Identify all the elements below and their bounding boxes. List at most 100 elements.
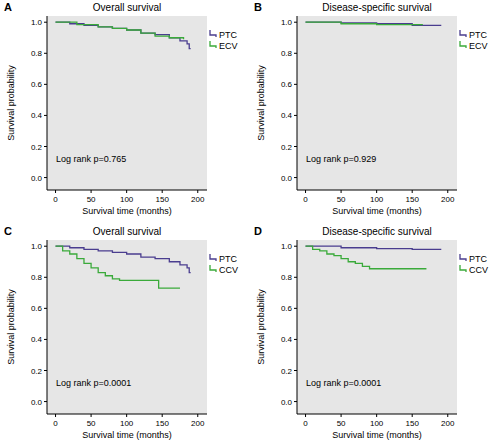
- plot-background: [297, 240, 457, 414]
- survival-curve: [56, 22, 191, 48]
- y-tick-label: 0.2: [281, 143, 293, 152]
- legend-swatch: [460, 30, 466, 37]
- legend-swatch: [460, 265, 466, 272]
- x-tick: [91, 414, 92, 417]
- y-tick-label: 0.2: [281, 367, 293, 376]
- y-tick-label: 1.0: [31, 18, 43, 27]
- x-tick-label: 100: [120, 195, 134, 204]
- y-tick-label: 0.0: [31, 174, 43, 183]
- survival-curve: [306, 246, 427, 269]
- x-tick-label: 50: [87, 419, 96, 428]
- survival-curve: [56, 22, 184, 39]
- panel-label: A: [4, 1, 12, 13]
- panel-label: D: [254, 225, 262, 237]
- y-tick-label: 0.4: [281, 335, 293, 344]
- x-tick-label: 0: [303, 419, 308, 428]
- panel: BDisease-specific survival0.00.20.40.60.…: [254, 1, 488, 216]
- y-tick: [294, 401, 297, 402]
- annotation: Log rank p=0.0001: [306, 378, 381, 388]
- legend-label: PTC: [469, 30, 488, 40]
- x-tick: [197, 190, 198, 193]
- x-tick: [447, 414, 448, 417]
- y-axis: [47, 16, 48, 190]
- x-tick-label: 150: [406, 195, 420, 204]
- survival-curve: [56, 246, 180, 288]
- legend-swatch: [210, 265, 216, 272]
- legend-label: ECV: [469, 41, 488, 51]
- y-tick: [294, 246, 297, 247]
- y-tick-label: 0.8: [281, 273, 293, 282]
- y-tick-label: 0.4: [31, 335, 43, 344]
- y-tick: [44, 177, 47, 178]
- x-tick: [55, 414, 56, 417]
- y-tick: [44, 22, 47, 23]
- x-tick-label: 50: [87, 195, 96, 204]
- y-tick-label: 1.0: [281, 242, 293, 251]
- x-tick: [162, 414, 163, 417]
- x-axis-label: Survival time (months): [82, 206, 172, 216]
- x-tick: [447, 190, 448, 193]
- y-tick: [44, 146, 47, 147]
- y-tick-label: 0.0: [281, 174, 293, 183]
- title: Disease-specific survival: [322, 2, 431, 13]
- panel: DDisease-specific survival0.00.20.40.60.…: [254, 225, 488, 440]
- x-tick: [162, 190, 163, 193]
- x-tick-label: 200: [191, 419, 205, 428]
- x-tick-label: 200: [191, 195, 205, 204]
- y-tick: [44, 308, 47, 309]
- plot-background: [47, 240, 207, 414]
- y-tick: [44, 370, 47, 371]
- y-tick: [44, 53, 47, 54]
- y-tick: [294, 53, 297, 54]
- x-tick: [341, 190, 342, 193]
- legend-label: PTC: [219, 254, 238, 264]
- y-axis-label: Survival probability: [6, 65, 16, 141]
- y-axis-label: Survival probability: [256, 289, 266, 365]
- data-group: [56, 246, 191, 288]
- figure: A Overall survival 0.0 0.2 0.4 0.6 0.8 1.0 0 50 10…: [0, 0, 500, 448]
- title: Overall survival: [93, 226, 161, 237]
- y-tick: [44, 115, 47, 116]
- legend-label: ECV: [219, 41, 238, 51]
- y-axis-label: Survival probability: [6, 289, 16, 365]
- legend-label: PTC: [469, 254, 488, 264]
- y-tick-label: 0.6: [281, 80, 293, 89]
- y-tick: [294, 277, 297, 278]
- x-axis-label: Survival time (months): [82, 430, 172, 440]
- legend-label: PTC: [219, 30, 238, 40]
- legend-swatch: [210, 254, 216, 261]
- legend-label: CCV: [469, 265, 488, 275]
- x-tick: [91, 190, 92, 193]
- x-tick-label: 150: [406, 419, 420, 428]
- y-tick-label: 0.0: [31, 398, 43, 407]
- y-tick-label: 0.8: [281, 49, 293, 58]
- x-tick-label: 0: [53, 419, 58, 428]
- x-tick: [305, 190, 306, 193]
- x-tick: [55, 190, 56, 193]
- x-tick-label: 0: [303, 195, 308, 204]
- x-tick-label: 150: [156, 419, 170, 428]
- annotation: Log rank p=0.929: [306, 154, 376, 164]
- x-tick: [376, 414, 377, 417]
- y-tick: [294, 339, 297, 340]
- x-tick: [376, 190, 377, 193]
- panel: COverall survival0.00.20.40.60.81.005010…: [4, 225, 238, 440]
- y-axis: [47, 240, 48, 414]
- title: Overall survival: [93, 2, 161, 13]
- x-tick-label: 50: [337, 419, 346, 428]
- plot-background: [297, 16, 457, 190]
- plot-background: [47, 16, 207, 190]
- y-tick: [294, 84, 297, 85]
- y-tick: [294, 146, 297, 147]
- x-axis-label: Survival time (months): [332, 206, 422, 216]
- y-tick: [44, 277, 47, 278]
- y-tick: [44, 84, 47, 85]
- x-tick-label: 150: [156, 195, 170, 204]
- y-tick: [294, 308, 297, 309]
- panel: AOverall survival0.00.20.40.60.81.005010…: [4, 1, 238, 216]
- survival-curve: [306, 246, 441, 250]
- y-tick: [294, 22, 297, 23]
- y-tick: [294, 177, 297, 178]
- legend-label: CCV: [219, 265, 238, 275]
- x-tick-label: 200: [441, 195, 455, 204]
